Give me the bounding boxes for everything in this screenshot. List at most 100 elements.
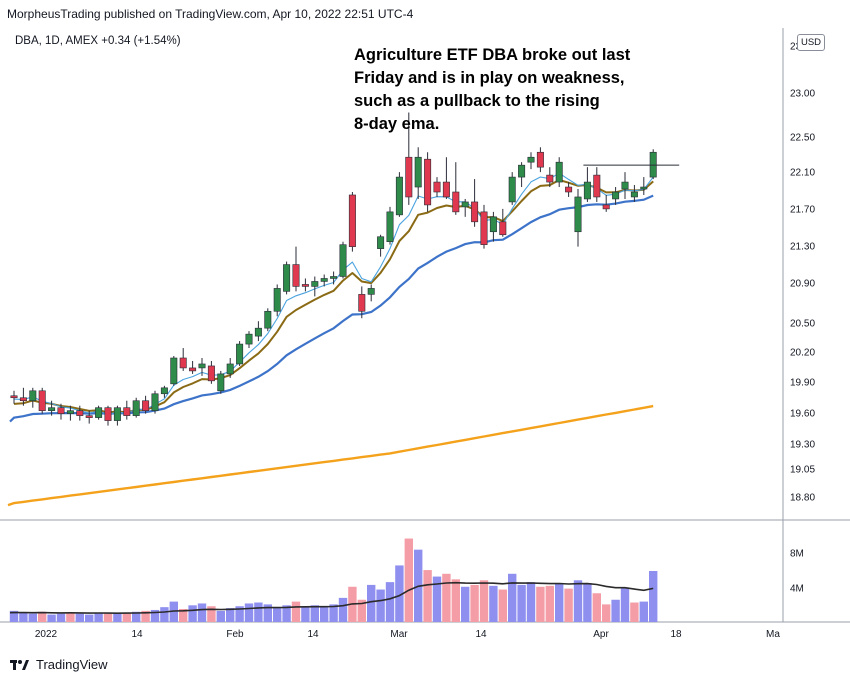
candle-body xyxy=(395,176,403,216)
volume-bar xyxy=(179,609,188,622)
price-tick-label: 21.70 xyxy=(790,205,815,216)
candle-body xyxy=(367,288,375,295)
candle-body xyxy=(142,400,150,411)
volume-bar xyxy=(207,606,216,622)
ma-200-series xyxy=(7,404,654,507)
volume-bar xyxy=(291,601,301,622)
volume-bar xyxy=(573,580,583,622)
volume-bar xyxy=(38,611,47,622)
volume-tick-label: 8M xyxy=(790,549,804,560)
volume-bar xyxy=(19,612,28,622)
candle-body xyxy=(292,264,300,287)
volume-bar xyxy=(367,584,376,622)
candle-body xyxy=(198,363,206,369)
symbol-legend[interactable]: DBA, 1D, AMEX +0.34 (+1.54%) xyxy=(15,35,181,47)
candle-body xyxy=(433,181,441,193)
volume-bar xyxy=(489,585,498,622)
price-tick-label: 20.90 xyxy=(790,279,815,290)
symbol-change: +0.34 (+1.54%) xyxy=(101,35,181,47)
candle-body xyxy=(546,174,554,183)
candle-body xyxy=(273,288,281,312)
candle-body xyxy=(527,156,535,163)
volume-bar xyxy=(282,605,291,622)
candle-body xyxy=(518,164,526,178)
price-tick-label: 23.00 xyxy=(790,89,815,100)
volume-bar xyxy=(376,589,385,622)
volume-bar xyxy=(451,579,460,622)
volume-bar xyxy=(545,585,554,622)
volume-bar xyxy=(113,613,122,622)
candle-body xyxy=(38,390,46,411)
chart-annotation: Agriculture ETF DBA broke out last Frida… xyxy=(354,44,654,136)
candle-body xyxy=(630,191,638,198)
volume-bar xyxy=(301,606,310,622)
candle-body xyxy=(226,363,234,375)
volume-bar xyxy=(620,587,630,622)
publish-header: MorpheusTrading published on TradingView… xyxy=(7,7,414,21)
volume-bar xyxy=(75,613,84,622)
candle-body xyxy=(358,294,366,312)
candle-body xyxy=(179,357,187,369)
volume-bar xyxy=(592,593,601,622)
volume-bar xyxy=(141,610,150,622)
candle-body xyxy=(640,186,648,190)
candle-body xyxy=(574,196,582,233)
tradingview-logo-icon xyxy=(10,659,29,670)
candle-body xyxy=(170,357,178,385)
candle-body xyxy=(217,373,225,392)
volume-bar xyxy=(132,611,141,622)
candle-body xyxy=(320,278,328,282)
price-tick-label: 22.50 xyxy=(790,133,815,144)
volume-bar xyxy=(423,570,432,622)
candle-body xyxy=(283,264,291,292)
volume-bar xyxy=(28,613,37,622)
footer-brand[interactable]: TradingView xyxy=(10,657,108,672)
candle-body xyxy=(264,310,272,329)
candle-body xyxy=(151,393,159,411)
volume-bars xyxy=(9,538,658,622)
annotation-line: Agriculture ETF DBA broke out last xyxy=(354,46,631,64)
volume-bar xyxy=(649,571,658,622)
volume-bar xyxy=(56,613,66,622)
candle-body xyxy=(480,211,488,245)
volume-bar xyxy=(216,610,225,622)
candle-body xyxy=(113,407,121,421)
volume-bar xyxy=(320,607,329,622)
volume-bar xyxy=(9,610,19,622)
volume-bar xyxy=(602,604,611,622)
volume-bar xyxy=(160,607,169,622)
price-tick-label: 20.50 xyxy=(790,319,815,330)
candles-group xyxy=(10,112,657,426)
candle-body xyxy=(405,156,413,198)
annotation-line: 8-day ema. xyxy=(354,115,440,133)
time-tick-label: 14 xyxy=(307,629,319,640)
candle-body xyxy=(499,221,507,236)
candle-body xyxy=(160,387,168,395)
volume-bar xyxy=(47,614,56,622)
volume-bar xyxy=(263,604,272,622)
candle-body xyxy=(330,276,338,279)
candle-body xyxy=(489,216,497,233)
volume-bar xyxy=(254,602,263,622)
volume-bar xyxy=(526,582,536,622)
time-tick-label: Mar xyxy=(390,629,408,640)
candle-body xyxy=(245,333,253,345)
candle-body xyxy=(104,407,112,421)
time-tick-label: Feb xyxy=(226,629,244,640)
time-tick-label: 18 xyxy=(670,629,682,640)
price-tick-label: 19.90 xyxy=(790,378,815,389)
price-tick-label: 18.80 xyxy=(790,493,815,504)
candle-body xyxy=(19,397,27,402)
candle-body xyxy=(583,181,591,200)
candle-body xyxy=(66,410,74,414)
volume-bar xyxy=(103,613,113,622)
volume-bar xyxy=(536,586,545,622)
annotation-line: such as a pullback to the rising xyxy=(354,92,600,110)
volume-bar xyxy=(555,583,564,622)
candle-body xyxy=(424,158,432,206)
candle-body xyxy=(95,407,103,418)
candle-body xyxy=(123,407,131,416)
currency-button[interactable]: USD xyxy=(797,34,825,51)
volume-bar xyxy=(517,584,526,622)
